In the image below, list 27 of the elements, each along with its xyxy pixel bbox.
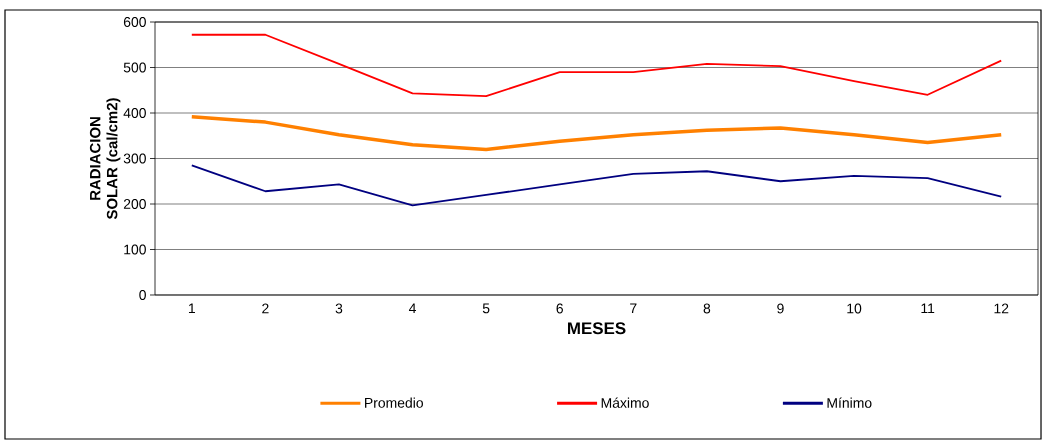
y-tick-label: 100 [124,244,146,255]
x-axis-title: MESES [568,322,626,335]
x-tick-label: 7 [630,303,637,314]
x-tick-label: 9 [777,303,784,314]
y-tick-label: 400 [123,108,146,118]
legend-label: Promedio [365,397,423,408]
line-series [190,164,1003,207]
x-tick-label: 10 [847,303,862,314]
line-series [190,114,1003,152]
x-tick-label: 12 [994,303,1009,314]
x-tick-label: 8 [703,303,711,314]
y-tick-label: 0 [139,290,146,300]
y-axis-title: RADIACION SOLAR (cal/cm2) [89,98,121,220]
x-tick-label: 4 [408,303,417,314]
x-tick-label: 3 [335,303,343,314]
x-tick-label: 11 [921,303,935,314]
x-tick-label: 1 [188,303,195,314]
y-tick-label: 300 [123,153,146,164]
y-tick-label: 600 [123,17,146,27]
y-tick-label: 200 [123,199,146,209]
x-tick-label: 6 [556,303,563,314]
legend-label: Máximo [601,397,649,408]
y-tick-label: 500 [123,62,146,73]
x-tick-label: 2 [262,303,269,314]
x-tick-label: 5 [482,303,490,314]
legend-label: Mínimo [827,397,872,408]
line-series [190,33,1003,98]
